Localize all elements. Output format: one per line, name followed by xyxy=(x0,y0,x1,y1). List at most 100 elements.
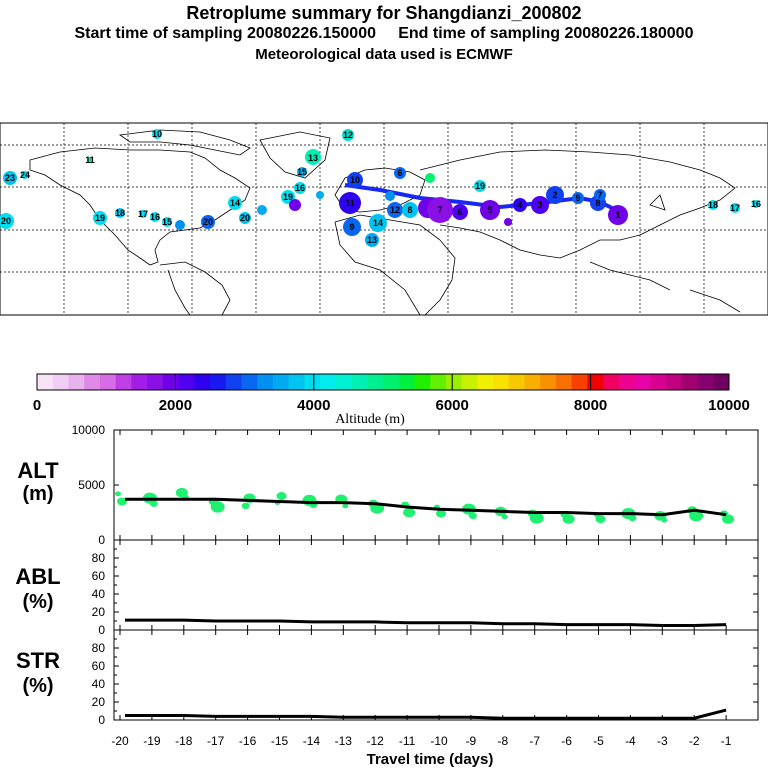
y-tick-label: 0 xyxy=(98,713,105,727)
y-tick-label: 80 xyxy=(92,641,106,655)
colorbar-swatch xyxy=(493,374,510,390)
colorbar-swatch xyxy=(634,374,651,390)
plume-cluster-marker xyxy=(369,214,387,232)
plume-cluster-marker xyxy=(394,167,406,179)
altitude-cluster-point xyxy=(595,515,606,524)
altitude-cluster-point xyxy=(436,509,446,518)
plume-cluster-marker xyxy=(87,157,93,163)
plume-cluster-marker xyxy=(339,192,361,214)
x-tick-label: -3 xyxy=(657,734,668,748)
cluster-day-label: 4 xyxy=(517,200,522,210)
altitude-cluster-point xyxy=(562,514,575,524)
altitude-cluster-point xyxy=(689,510,704,522)
colorbar-swatch xyxy=(288,374,305,390)
plume-cluster-marker xyxy=(342,129,354,141)
cluster-day-label: 17 xyxy=(730,203,740,213)
plume-cluster-marker xyxy=(228,196,242,210)
colorbar-tick-label: 6000 xyxy=(436,397,469,414)
altitude-cluster-point xyxy=(210,501,225,513)
coastlines xyxy=(29,129,741,316)
plume-cluster-marker xyxy=(289,199,301,211)
y-tick-label: 80 xyxy=(92,551,106,565)
x-axis-label: Travel time (days) xyxy=(367,751,494,768)
altitude-cluster-point xyxy=(403,507,416,518)
plume-cluster-marker xyxy=(425,173,435,183)
cluster-day-label: 12 xyxy=(343,130,353,140)
x-tick-label: -13 xyxy=(335,734,353,748)
panel-title: ALT xyxy=(17,458,59,483)
plume-cluster-marker xyxy=(152,129,162,139)
cluster-day-label: 10 xyxy=(350,175,360,185)
colorbar-label: Altitude (m) xyxy=(335,412,405,427)
cluster-day-label: 9 xyxy=(575,193,580,203)
colorbar-swatch xyxy=(556,374,573,390)
y-tick-label: 40 xyxy=(92,587,106,601)
x-tick-label: -12 xyxy=(367,734,385,748)
series-line xyxy=(125,618,727,627)
plume-cluster-marker xyxy=(480,200,500,220)
series-line xyxy=(125,497,727,517)
colorbar-swatch xyxy=(37,374,54,390)
altitude-cluster-point xyxy=(342,503,349,509)
plume-cluster-marker xyxy=(316,191,324,199)
colorbar-tick-label: 10000 xyxy=(708,397,750,414)
y-tick-label: 60 xyxy=(92,659,106,673)
colorbar-swatch xyxy=(52,374,69,390)
cluster-day-label: 8 xyxy=(595,198,600,208)
plume-cluster-marker xyxy=(504,218,512,226)
y-tick-label: 0 xyxy=(98,533,105,547)
cluster-day-label: 8 xyxy=(407,205,412,215)
colorbar-swatch xyxy=(650,374,667,390)
colorbar-swatch xyxy=(414,374,431,390)
cluster-day-label: 19 xyxy=(283,192,293,202)
cluster-day-label: 11 xyxy=(85,155,95,165)
colorbar-swatch xyxy=(398,374,415,390)
plume-cluster-marker xyxy=(452,204,468,220)
colorbar-swatch xyxy=(320,374,337,390)
altitude-cluster-point xyxy=(529,512,544,524)
plume-cluster-marker xyxy=(752,200,760,208)
cluster-day-label: 24 xyxy=(20,170,30,180)
colorbar-swatch xyxy=(681,374,698,390)
x-tick-label: -2 xyxy=(689,734,700,748)
x-tick-label: -10 xyxy=(430,734,448,748)
x-tick-label: -5 xyxy=(593,734,604,748)
cluster-day-label: 6 xyxy=(457,207,462,217)
colorbar-swatch xyxy=(241,374,258,390)
cluster-day-label: 6 xyxy=(397,168,402,178)
cluster-day-label: 5 xyxy=(487,205,492,215)
colorbar-swatch xyxy=(178,374,195,390)
cluster-day-label: 16 xyxy=(751,199,761,209)
colorbar-swatch xyxy=(508,374,525,390)
colorbar-swatch xyxy=(430,374,447,390)
altitude-colorbar: 0 2000 4000 6000 8000 10000 xyxy=(33,373,750,414)
colorbar-tick-label: 8000 xyxy=(574,397,607,414)
altitude-cluster-point xyxy=(276,492,287,500)
cluster-day-label: 9 xyxy=(349,222,354,232)
x-tick-label: -4 xyxy=(625,734,636,748)
plume-cluster-marker xyxy=(513,198,527,212)
cluster-day-label: 3 xyxy=(537,200,542,210)
cluster-day-label: 15 xyxy=(297,167,307,177)
panel-unit: (m) xyxy=(22,483,53,505)
altitude-cluster-point xyxy=(149,500,158,507)
x-tick-label: -19 xyxy=(143,734,161,748)
panel-unit: (%) xyxy=(22,675,53,697)
colorbar-swatch xyxy=(383,374,400,390)
plume-cluster-marker xyxy=(297,167,307,177)
plume-cluster-marker xyxy=(257,205,267,215)
plume-cluster-marker xyxy=(115,208,125,218)
colorbar-swatch xyxy=(713,374,730,390)
colorbar-swatch xyxy=(351,374,368,390)
colorbar-swatch xyxy=(84,374,101,390)
sampling-time-line: Start time of sampling 20080226.150000 E… xyxy=(74,25,694,42)
cluster-day-label: 18 xyxy=(708,200,718,210)
colorbar-swatch xyxy=(477,374,494,390)
cluster-day-label: 17 xyxy=(138,209,148,219)
plume-cluster-marker xyxy=(3,171,17,185)
plume-cluster-marker xyxy=(385,191,395,201)
altitude-cluster-point xyxy=(501,514,508,520)
cluster-day-label: 11 xyxy=(345,198,355,208)
y-tick-label: 40 xyxy=(92,677,106,691)
